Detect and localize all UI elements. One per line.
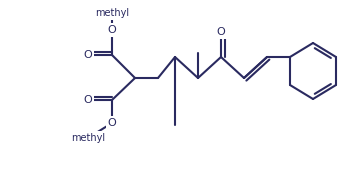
Text: O: O bbox=[108, 118, 116, 128]
Text: methyl: methyl bbox=[95, 8, 129, 18]
Text: O: O bbox=[108, 25, 116, 35]
Text: O: O bbox=[217, 27, 226, 37]
Text: methyl: methyl bbox=[71, 133, 105, 143]
Text: O: O bbox=[84, 95, 92, 105]
Text: O: O bbox=[84, 50, 92, 60]
